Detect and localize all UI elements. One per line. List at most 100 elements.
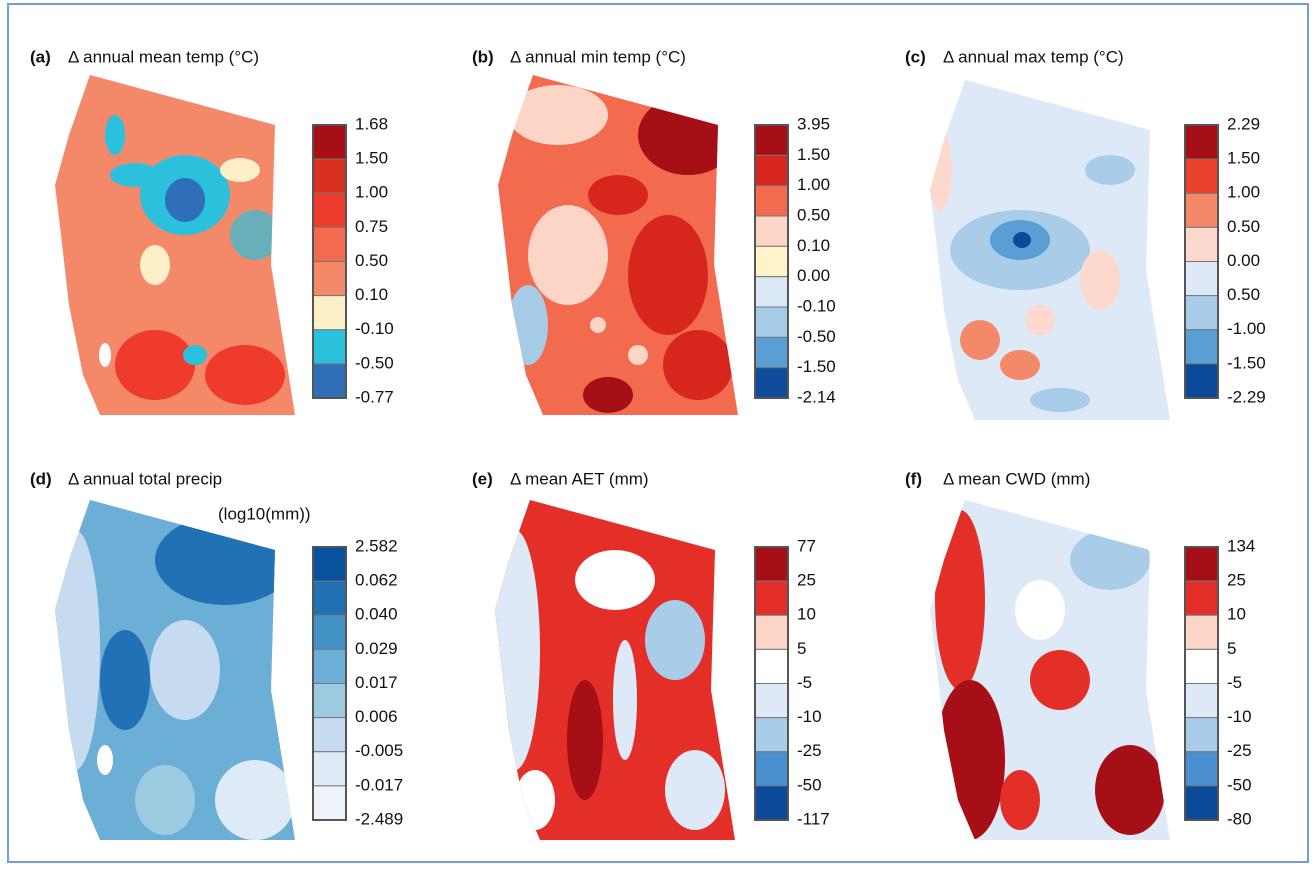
legend-swatch xyxy=(312,124,347,160)
legend-label: -2.29 xyxy=(1227,387,1266,406)
legend-swatch xyxy=(754,276,789,308)
legend-label: -0.10 xyxy=(797,296,836,315)
legend-swatch xyxy=(1184,648,1219,684)
map-c xyxy=(930,80,1170,420)
legend-swatch xyxy=(754,306,789,338)
legend-swatch xyxy=(1184,363,1219,399)
panel-title: Δ mean AET (mm) xyxy=(510,469,649,488)
legend-label: -117 xyxy=(797,809,830,828)
panel-units: (log10(mm)) xyxy=(218,504,311,523)
legend-label: -10 xyxy=(1227,707,1252,726)
legend-swatch xyxy=(312,751,347,787)
legend-label: 0.00 xyxy=(797,266,830,285)
legend-swatch xyxy=(1184,614,1219,650)
legend-frame xyxy=(1184,124,1219,399)
legend-label: -10 xyxy=(797,707,822,726)
legend-swatch xyxy=(1184,124,1219,160)
legend-swatch xyxy=(1184,546,1219,582)
panel-label: (d) xyxy=(30,469,52,488)
legend-swatch xyxy=(312,683,347,719)
legend-label: 0.10 xyxy=(355,285,388,304)
legend-frame xyxy=(312,124,347,399)
legend-swatch xyxy=(1184,717,1219,753)
legend-label: -2.489 xyxy=(355,809,403,828)
legend-label: 10 xyxy=(797,605,816,624)
frame xyxy=(7,3,1309,863)
legend-label: 0.50 xyxy=(1227,217,1260,236)
legend-swatch xyxy=(312,785,347,821)
legend-swatch xyxy=(754,546,789,582)
legend-label: -0.77 xyxy=(355,387,394,406)
legend-swatch xyxy=(1184,226,1219,262)
legend-label: -0.50 xyxy=(797,327,836,346)
legend-swatch xyxy=(754,215,789,247)
legend-label: -5 xyxy=(1227,673,1242,692)
legend-swatch xyxy=(754,580,789,616)
legend-swatch xyxy=(312,546,347,582)
legend-swatch xyxy=(312,261,347,297)
legend-swatch xyxy=(754,683,789,719)
legend-label: 0.00 xyxy=(1227,251,1260,270)
legend-frame xyxy=(754,546,789,821)
legend-label: 1.50 xyxy=(355,149,388,168)
panel-label: (f) xyxy=(905,469,922,488)
legend-frame xyxy=(754,124,789,399)
legend-swatch xyxy=(754,614,789,650)
legend-frame xyxy=(1184,546,1219,821)
legend-label: 1.50 xyxy=(797,145,830,164)
legend-label: -0.017 xyxy=(355,775,403,794)
legend-label: 0.50 xyxy=(355,251,388,270)
map-e xyxy=(495,500,735,840)
legend-swatch xyxy=(1184,158,1219,194)
legend-label: -1.50 xyxy=(1227,353,1266,372)
legend-swatch xyxy=(312,329,347,365)
panel-label: (c) xyxy=(905,47,926,66)
map-b xyxy=(498,75,738,415)
legend-swatch xyxy=(754,785,789,821)
legend-label: -2.14 xyxy=(797,387,836,406)
legend-label: -5 xyxy=(797,673,812,692)
legend-swatch xyxy=(312,192,347,228)
legend-label: -50 xyxy=(797,775,822,794)
legend-swatch xyxy=(1184,192,1219,228)
legend-swatch xyxy=(312,363,347,399)
legend-label: 2.582 xyxy=(355,536,398,555)
legend-swatch xyxy=(312,158,347,194)
legend-label: 5 xyxy=(1227,639,1236,658)
map-d xyxy=(55,500,295,840)
legend-swatch xyxy=(1184,261,1219,297)
legend-label: 25 xyxy=(797,571,816,590)
legend-swatch xyxy=(754,717,789,753)
legend-label: -0.005 xyxy=(355,741,403,760)
legend-swatch xyxy=(1184,580,1219,616)
legend-label: -1.50 xyxy=(797,357,836,376)
legend-swatch xyxy=(754,185,789,217)
legend-swatch xyxy=(754,154,789,187)
legend-label: 0.50 xyxy=(797,205,830,224)
legend-label: -0.10 xyxy=(355,319,394,338)
legend-label: 0.50 xyxy=(1227,285,1260,304)
panel-label: (a) xyxy=(30,47,51,66)
legend-label: 1.00 xyxy=(797,175,830,194)
legend-swatch xyxy=(1184,683,1219,719)
legend-label: 5 xyxy=(797,639,806,658)
panel-label: (b) xyxy=(472,47,494,66)
legend-label: 3.95 xyxy=(797,114,830,133)
legend-swatch xyxy=(312,295,347,331)
legend-swatch xyxy=(312,717,347,753)
legend-label: -80 xyxy=(1227,809,1252,828)
panel-title: Δ annual min temp (°C) xyxy=(510,47,686,66)
legend-label: 0.75 xyxy=(355,217,388,236)
legend-label: -0.50 xyxy=(355,353,394,372)
legend-swatch xyxy=(312,580,347,616)
legend-label: 0.006 xyxy=(355,707,398,726)
legend-label: 1.00 xyxy=(355,183,388,202)
legend-label: 1.68 xyxy=(355,114,388,133)
legend-swatch xyxy=(1184,295,1219,331)
legend-label: 1.00 xyxy=(1227,183,1260,202)
legend-swatch xyxy=(754,245,789,278)
panel-title: Δ annual max temp (°C) xyxy=(943,47,1124,66)
map-a xyxy=(55,75,295,415)
legend-label: 134 xyxy=(1227,536,1255,555)
